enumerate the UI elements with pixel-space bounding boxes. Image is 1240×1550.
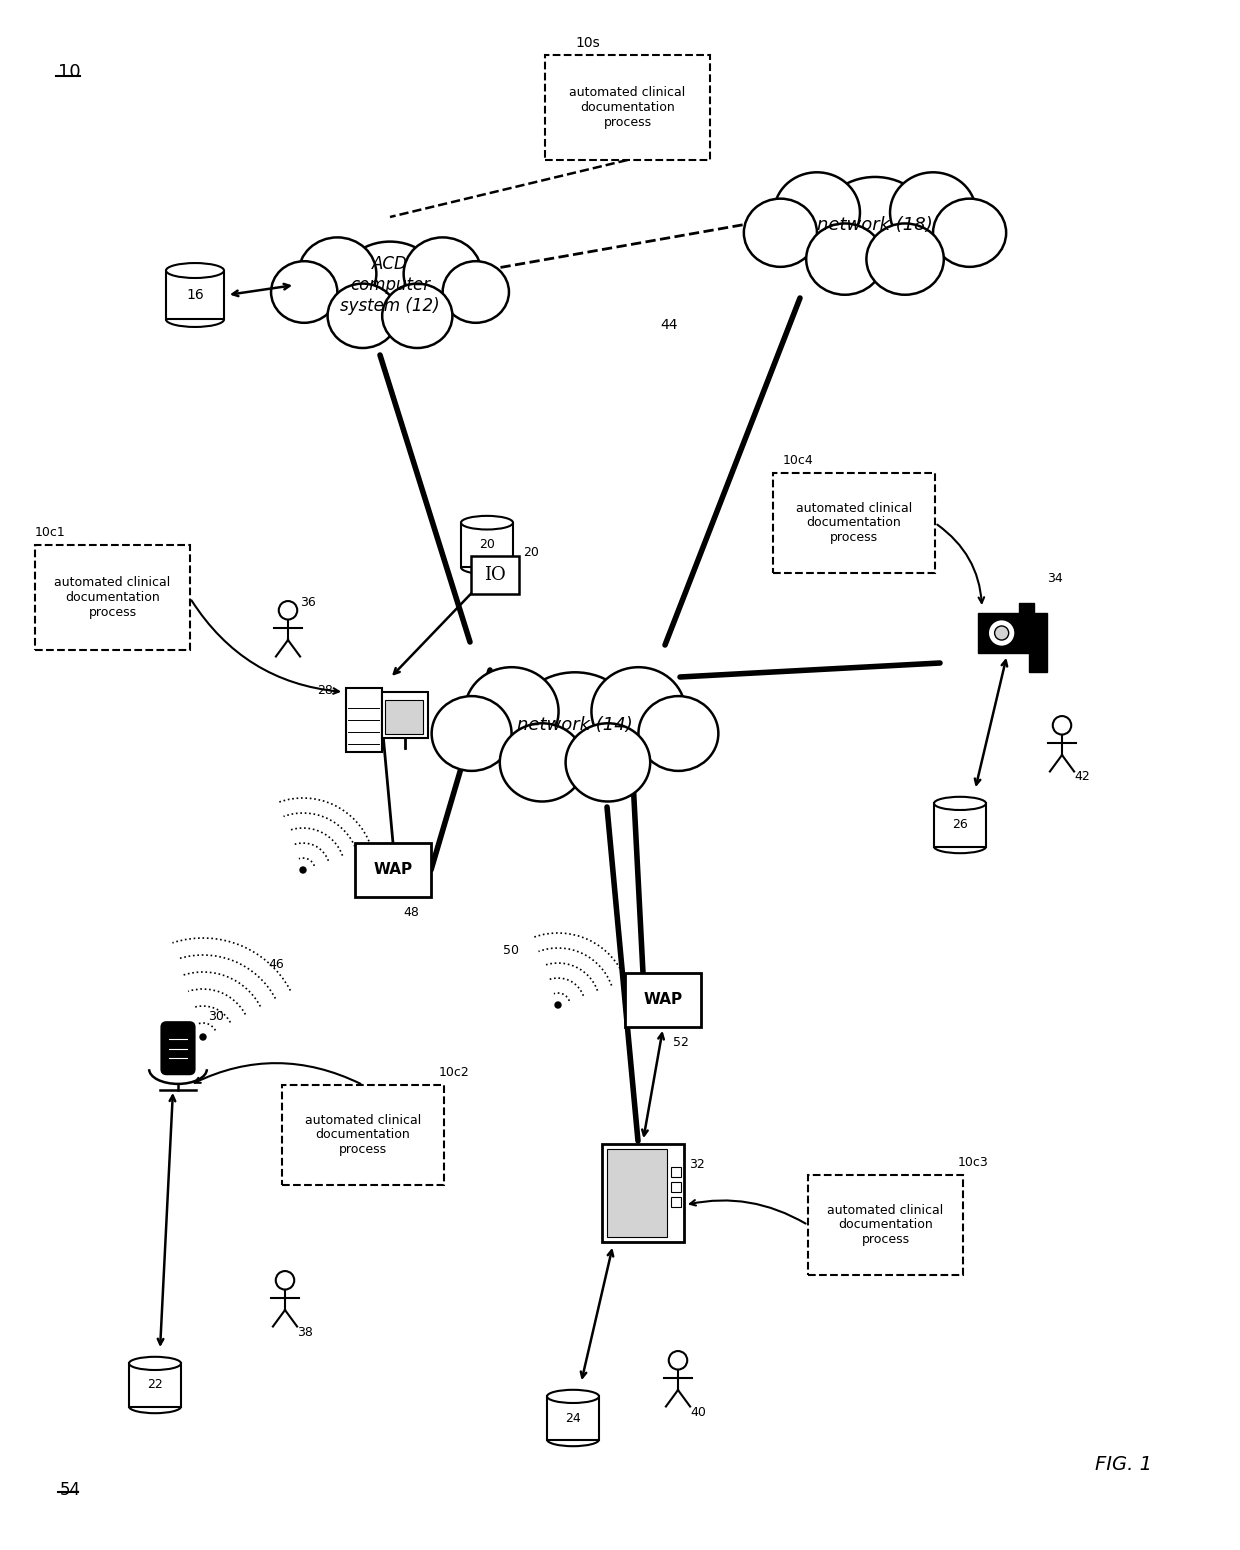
Bar [129,1364,181,1406]
Bar [608,1149,667,1237]
FancyBboxPatch shape [773,473,935,574]
Ellipse shape [932,198,1006,267]
Text: 32: 32 [689,1158,704,1172]
Text: 24: 24 [565,1412,580,1424]
Text: 20: 20 [479,538,495,552]
Bar [384,699,423,735]
Ellipse shape [591,666,686,755]
Text: 10c2: 10c2 [439,1066,470,1079]
Text: 16: 16 [186,288,203,302]
Text: 50: 50 [503,944,520,956]
Text: 10: 10 [58,64,81,81]
Ellipse shape [639,696,718,770]
Circle shape [279,601,298,620]
Ellipse shape [340,242,440,329]
Bar [601,1144,684,1242]
Text: 40: 40 [689,1406,706,1418]
Text: 36: 36 [300,595,316,609]
Circle shape [275,1271,294,1290]
Text: 54: 54 [60,1480,81,1499]
FancyBboxPatch shape [161,1021,195,1074]
Text: IO: IO [484,566,506,584]
Text: 10s: 10s [575,36,600,50]
Text: automated clinical
documentation
process: automated clinical documentation process [827,1203,944,1246]
Text: 26: 26 [952,818,968,831]
Text: automated clinical
documentation
process: automated clinical documentation process [305,1113,422,1156]
Ellipse shape [744,198,817,267]
Ellipse shape [299,237,377,310]
Bar [671,1197,681,1207]
Text: automated clinical
documentation
process: automated clinical documentation process [569,85,686,129]
Ellipse shape [565,724,650,801]
Ellipse shape [820,177,931,273]
Text: WAP: WAP [373,862,413,877]
Ellipse shape [272,262,337,322]
Text: 28: 28 [317,684,332,696]
Bar [461,522,513,567]
Bar [166,271,224,319]
Text: 30: 30 [208,1011,224,1023]
Text: 52: 52 [673,1035,689,1048]
Circle shape [988,620,1016,646]
Ellipse shape [500,724,584,801]
Circle shape [668,1352,687,1370]
FancyBboxPatch shape [35,546,190,649]
Text: 44: 44 [660,318,677,332]
Ellipse shape [465,666,558,755]
Text: 20: 20 [523,547,539,560]
FancyBboxPatch shape [281,1085,444,1186]
Ellipse shape [327,284,398,349]
Bar [671,1167,681,1176]
Ellipse shape [513,673,636,778]
Ellipse shape [129,1356,181,1370]
Bar [671,1183,681,1192]
Ellipse shape [404,237,481,310]
Polygon shape [977,614,1047,653]
FancyBboxPatch shape [808,1175,963,1276]
Ellipse shape [461,516,513,530]
Circle shape [300,866,306,873]
Text: 10c1: 10c1 [35,527,66,539]
Bar [382,691,428,738]
Circle shape [556,1001,560,1008]
Text: WAP: WAP [644,992,682,1008]
Ellipse shape [867,223,944,294]
Circle shape [200,1034,206,1040]
Text: 48: 48 [403,905,419,919]
Text: 34: 34 [1047,572,1063,584]
Text: 38: 38 [298,1325,312,1339]
Text: 10c3: 10c3 [959,1156,988,1170]
Circle shape [994,626,1008,640]
Ellipse shape [166,264,224,277]
Text: network (14): network (14) [517,716,632,735]
Ellipse shape [774,172,861,253]
Text: ACD
computer
system (12): ACD computer system (12) [340,256,440,315]
Text: 42: 42 [1074,770,1090,783]
Bar [934,803,986,846]
Ellipse shape [934,797,986,811]
FancyBboxPatch shape [355,843,432,897]
FancyBboxPatch shape [625,973,701,1028]
Text: automated clinical
documentation
process: automated clinical documentation process [796,502,913,544]
Bar [346,688,382,752]
Ellipse shape [547,1390,599,1403]
Bar [1019,603,1034,614]
Bar [547,1397,599,1440]
Polygon shape [1029,653,1047,673]
Ellipse shape [443,262,508,322]
Text: 46: 46 [268,958,284,972]
Ellipse shape [432,696,512,770]
Ellipse shape [890,172,976,253]
Text: automated clinical
documentation
process: automated clinical documentation process [55,577,171,618]
Ellipse shape [382,284,453,349]
Text: network (18): network (18) [817,215,932,234]
Ellipse shape [806,223,884,294]
Text: 22: 22 [148,1378,162,1392]
Text: FIG. 1: FIG. 1 [1095,1455,1152,1474]
Circle shape [1053,716,1071,735]
Bar [471,556,520,594]
FancyBboxPatch shape [546,54,711,160]
Text: 10c4: 10c4 [782,454,813,468]
